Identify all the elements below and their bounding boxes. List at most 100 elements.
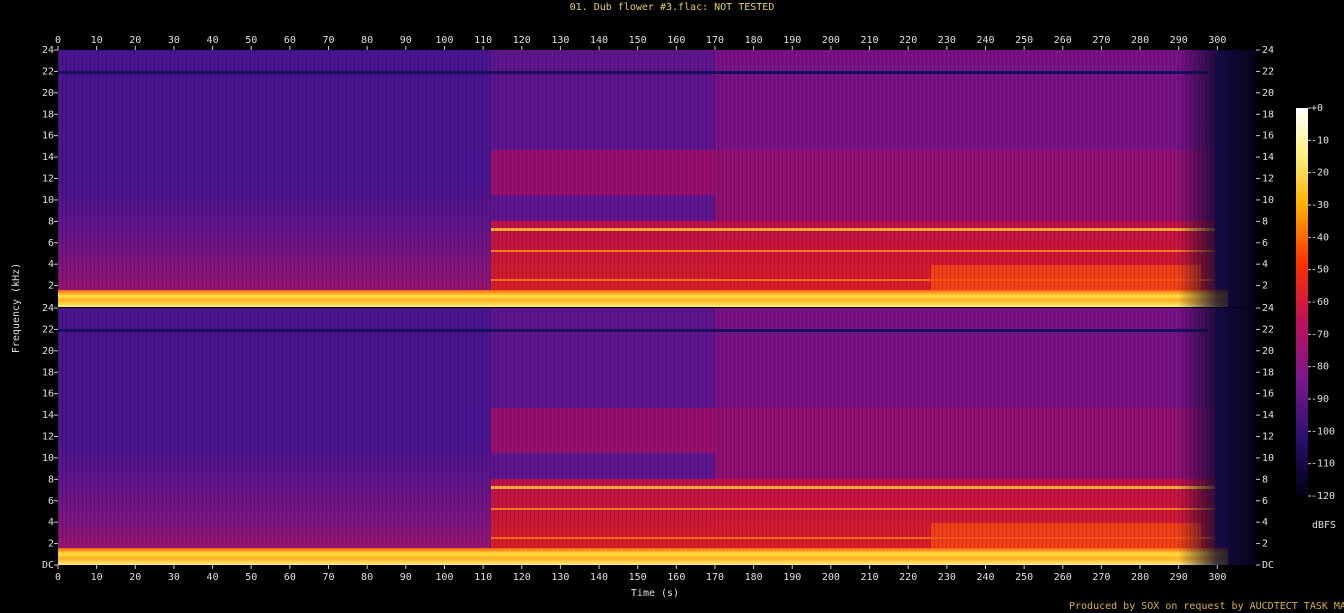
y-tick-label: 16 — [1262, 389, 1274, 400]
x-tick-label: 180 — [745, 35, 763, 46]
colorbar-tick-label: -100 — [1311, 426, 1335, 437]
x-tick-label: 200 — [822, 35, 840, 46]
y-tick-label: 24 — [1262, 303, 1274, 314]
x-tick-label: 250 — [1015, 35, 1033, 46]
y-tick-label: 6 — [1262, 238, 1268, 249]
x-tick-label: 290 — [1170, 35, 1188, 46]
x-tick-label: 80 — [361, 35, 373, 46]
y-tick-label: DC — [1262, 560, 1274, 571]
y-tick-label: 8 — [48, 216, 54, 227]
y-tick-label: 6 — [48, 496, 54, 507]
colorbar-tick-label: -10 — [1311, 135, 1329, 146]
x-tick-label: 120 — [513, 572, 531, 583]
y-tick-label: 4 — [1262, 259, 1268, 270]
y-tick-label: 2 — [48, 281, 54, 292]
y-tick-label: 16 — [42, 131, 54, 142]
x-tick-label: 110 — [474, 572, 492, 583]
x-tick-label: 270 — [1092, 572, 1110, 583]
x-tick-label: 20 — [129, 572, 141, 583]
x-tick-label: 170 — [706, 572, 724, 583]
x-tick-label: 150 — [629, 35, 647, 46]
x-tick-label: 90 — [400, 35, 412, 46]
y-tick-label: 20 — [1262, 88, 1274, 99]
y-tick-label: 22 — [42, 66, 54, 77]
y-tick-label: DC — [42, 560, 54, 571]
x-tick-label: 270 — [1092, 35, 1110, 46]
y-tick-label: 22 — [1262, 324, 1274, 335]
x-tick-label: 210 — [861, 35, 879, 46]
y-tick-label: 4 — [48, 259, 54, 270]
y-tick-label: 10 — [42, 195, 54, 206]
x-tick-label: 90 — [400, 572, 412, 583]
x-tick-label: 300 — [1208, 35, 1226, 46]
x-tick-label: 230 — [938, 35, 956, 46]
x-tick-label: 290 — [1170, 572, 1188, 583]
x-tick-label: 40 — [207, 35, 219, 46]
x-tick-label: 100 — [435, 572, 453, 583]
x-tick-label: 80 — [361, 572, 373, 583]
channel-2-spectrogram — [58, 308, 1256, 565]
colorbar-tick-label: -30 — [1311, 200, 1329, 211]
x-tick-label: 230 — [938, 572, 956, 583]
x-tick-label: 50 — [245, 35, 257, 46]
colorbar-tick-label: -120 — [1311, 491, 1335, 502]
y-tick-label: 12 — [1262, 432, 1274, 443]
y-tick-label: 6 — [48, 238, 54, 249]
footer: Produced by SOX on request by AUCDTECT T… — [1069, 601, 1344, 612]
colorbar-label: dBFS — [1312, 520, 1336, 531]
y-tick-label: 8 — [48, 474, 54, 485]
colorbar-tick-label: -90 — [1311, 394, 1329, 405]
x-tick-label: 150 — [629, 572, 647, 583]
x-tick-label: 10 — [91, 572, 103, 583]
x-tick-label: 190 — [783, 35, 801, 46]
chart-title: 01. Dub flower #3.flac: NOT TESTED — [570, 2, 775, 13]
y-tick-label: 24 — [42, 303, 54, 314]
x-tick-label: 220 — [899, 572, 917, 583]
y-tick-label: 14 — [1262, 152, 1274, 163]
colorbar-tick-label: -110 — [1311, 459, 1335, 470]
y-tick-label: 2 — [48, 539, 54, 550]
colorbar — [1296, 108, 1308, 496]
x-tick-label: 280 — [1131, 35, 1149, 46]
x-tick-label: 240 — [976, 572, 994, 583]
x-tick-label: 220 — [899, 35, 917, 46]
x-tick-label: 30 — [168, 572, 180, 583]
y-tick-label: 8 — [1262, 474, 1268, 485]
y-tick-label: 2 — [1262, 539, 1268, 550]
y-tick-label: 4 — [48, 517, 54, 528]
y-tick-label: 20 — [42, 346, 54, 357]
x-tick-label: 30 — [168, 35, 180, 46]
y-tick-label: 2 — [1262, 281, 1268, 292]
x-tick-label: 260 — [1054, 572, 1072, 583]
x-tick-label: 120 — [513, 35, 531, 46]
y-tick-label: 14 — [42, 410, 54, 421]
y-tick-label: 22 — [42, 324, 54, 335]
x-tick-label: 170 — [706, 35, 724, 46]
x-tick-label: 20 — [129, 35, 141, 46]
x-tick-label: 50 — [245, 572, 257, 583]
x-tick-label: 60 — [284, 572, 296, 583]
colorbar-tick-label: -20 — [1311, 168, 1329, 179]
x-tick-label: 200 — [822, 572, 840, 583]
colorbar-tick-label: +0 — [1311, 103, 1323, 114]
colorbar-tick-label: -50 — [1311, 265, 1329, 276]
x-tick-label: 300 — [1208, 572, 1226, 583]
y-tick-label: 16 — [42, 389, 54, 400]
colorbar-tick-label: -70 — [1311, 329, 1329, 340]
y-tick-label: 24 — [42, 45, 54, 56]
y-tick-label: 18 — [42, 367, 54, 378]
y-tick-label: 6 — [1262, 496, 1268, 507]
x-tick-label: 60 — [284, 35, 296, 46]
y-tick-label: 18 — [42, 109, 54, 120]
x-tick-label: 40 — [207, 572, 219, 583]
x-tick-label: 250 — [1015, 572, 1033, 583]
y-tick-label: 10 — [1262, 195, 1274, 206]
x-tick-label: 240 — [976, 35, 994, 46]
x-tick-label: 130 — [551, 35, 569, 46]
x-tick-label: 140 — [590, 572, 608, 583]
x-tick-label: 70 — [322, 572, 334, 583]
y-tick-label: 10 — [1262, 453, 1274, 464]
y-tick-label: 14 — [1262, 410, 1274, 421]
y-tick-label: 14 — [42, 152, 54, 163]
